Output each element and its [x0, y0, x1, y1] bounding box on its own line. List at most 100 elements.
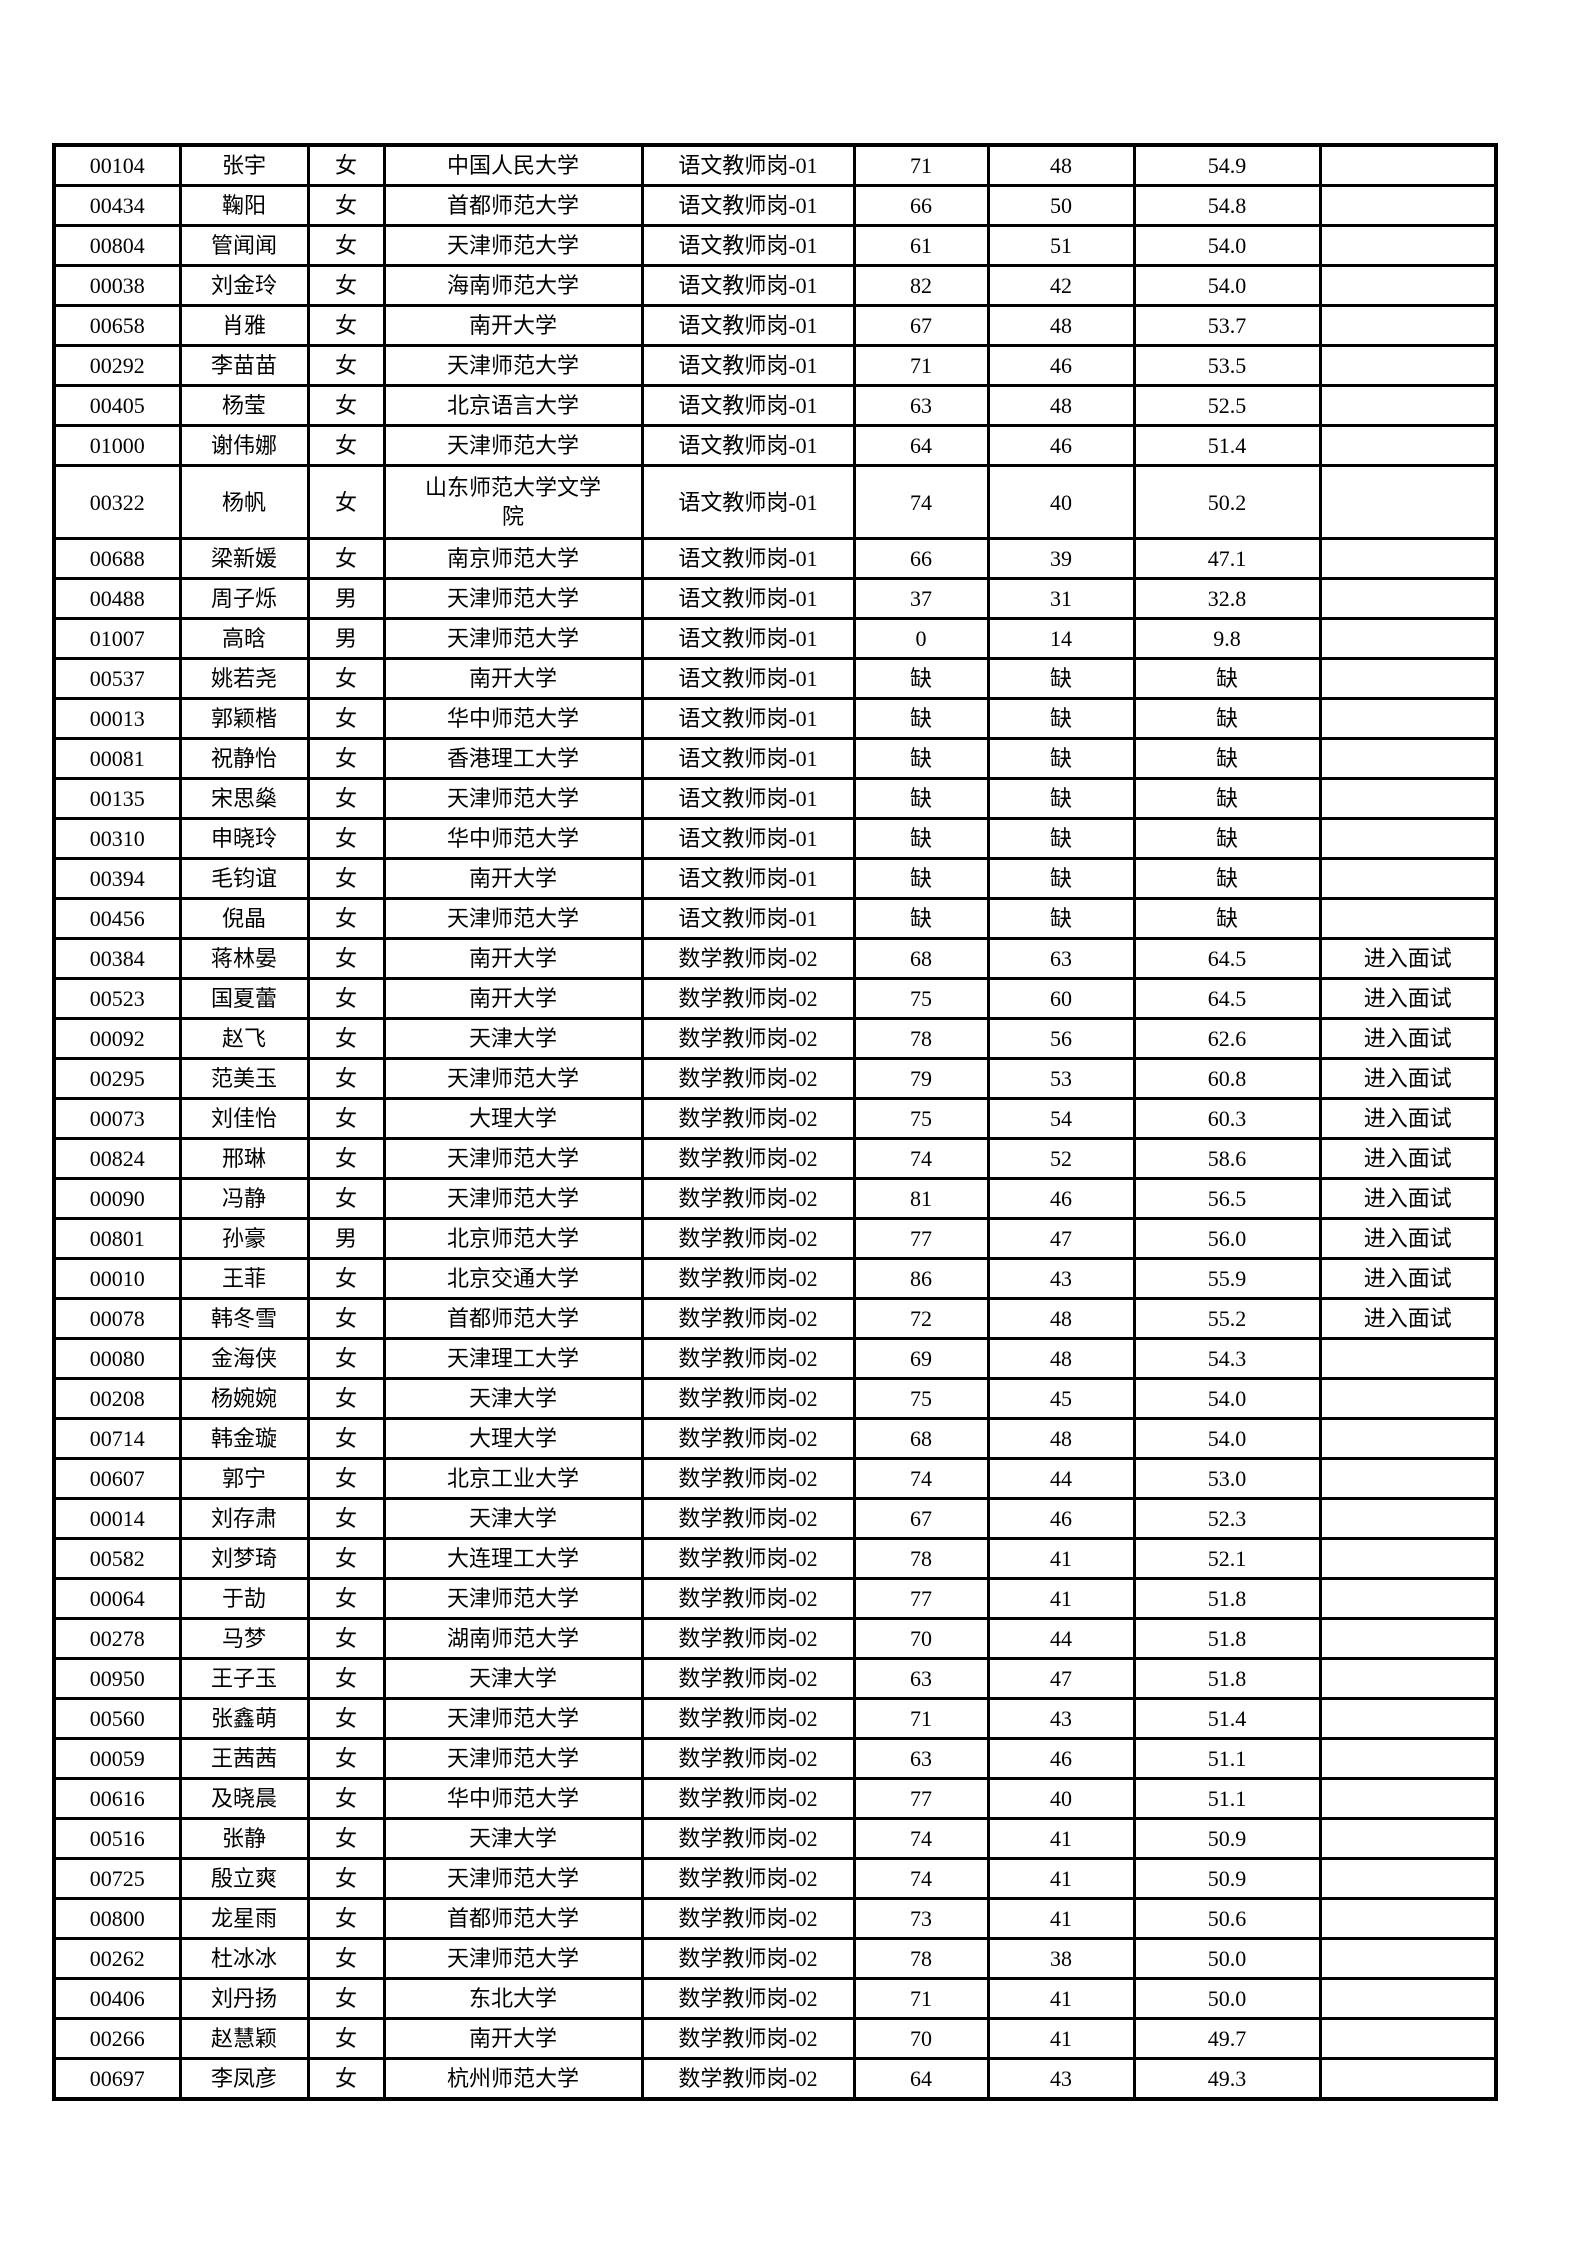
- cell-name: 韩金璇: [178, 1417, 310, 1460]
- cell-score1: 75: [852, 1377, 990, 1420]
- table-row: 00104 张宇女中国人民大学 语文教师岗-01 71 48 54.9: [52, 143, 1498, 187]
- cell-school: 中国人民大学: [382, 143, 644, 187]
- cell-school: 天津大学: [382, 1817, 644, 1860]
- cell-school: 东北大学: [382, 1977, 644, 2020]
- cell-total: 50.9: [1132, 1857, 1322, 1900]
- cell-total: 32.8: [1132, 577, 1322, 620]
- cell-score1: 63: [852, 1737, 990, 1780]
- table-row: 00616 及晓晨女华中师范大学 数学教师岗-02 77 40 51.1: [52, 1777, 1498, 1820]
- cell-post: 语文教师岗-01: [640, 344, 856, 387]
- cell-post: 数学教师岗-02: [640, 1857, 856, 1900]
- cell-name: 韩冬雪: [178, 1297, 310, 1340]
- table-row: 00262 杜冰冰女天津师范大学 数学教师岗-02 78 38 50.0: [52, 1937, 1498, 1980]
- table-row: 00950 王子玉女天津大学 数学教师岗-02 63 47 51.8: [52, 1657, 1498, 1700]
- cell-score2: 42: [986, 264, 1136, 307]
- cell-school: 天津师范大学: [382, 1577, 644, 1620]
- cell-name: 梁新媛: [178, 537, 310, 580]
- cell-school: 南京师范大学: [382, 537, 644, 580]
- table-row: 00014 刘存肃女天津大学 数学教师岗-02 67 46 52.3: [52, 1497, 1498, 1540]
- cell-post: 数学教师岗-02: [640, 1137, 856, 1180]
- cell-school: 天津师范大学: [382, 897, 644, 940]
- table-row: 00537 姚若尧女南开大学 语文教师岗-01 缺缺缺: [52, 657, 1498, 700]
- cell-candidate-id: 00824: [52, 1137, 182, 1180]
- cell-total: 51.4: [1132, 424, 1322, 467]
- cell-post: 语文教师岗-01: [640, 657, 856, 700]
- cell-score1: 缺: [852, 817, 990, 860]
- cell-candidate-id: 00266: [52, 2017, 182, 2060]
- cell-post: 数学教师岗-02: [640, 1777, 856, 1820]
- cell-candidate-id: 00405: [52, 384, 182, 427]
- cell-name: 李苗苗: [178, 344, 310, 387]
- table-row: 00092 赵飞女天津大学 数学教师岗-02 78 56 62.6 进入面试: [52, 1017, 1498, 1060]
- cell-name: 邢琳: [178, 1137, 310, 1180]
- cell-school: 华中师范大学: [382, 1777, 644, 1820]
- cell-gender: 女: [306, 1417, 386, 1460]
- cell-school: 天津师范大学: [382, 1057, 644, 1100]
- cell-candidate-id: 00208: [52, 1377, 182, 1420]
- cell-score1: 缺: [852, 777, 990, 820]
- cell-school: 大连理工大学: [382, 1537, 644, 1580]
- cell-score2: 41: [986, 1857, 1136, 1900]
- cell-score2: 41: [986, 2017, 1136, 2060]
- cell-score1: 78: [852, 1937, 990, 1980]
- cell-gender: 女: [306, 1657, 386, 1700]
- cell-score2: 46: [986, 344, 1136, 387]
- cell-candidate-id: 00804: [52, 224, 182, 267]
- cell-post: 数学教师岗-02: [640, 1017, 856, 1060]
- cell-name: 杨莹: [178, 384, 310, 427]
- cell-gender: 女: [306, 537, 386, 580]
- table-row: 00073 刘佳怡女大理大学 数学教师岗-02 75 54 60.3 进入面试: [52, 1097, 1498, 1140]
- cell-score2: 43: [986, 1697, 1136, 1740]
- cell-remark: [1318, 1817, 1498, 1860]
- cell-school: 天津师范大学: [382, 1737, 644, 1780]
- cell-score2: 41: [986, 1537, 1136, 1580]
- cell-remark: [1318, 897, 1498, 940]
- cell-remark: [1318, 1457, 1498, 1500]
- cell-candidate-id: 01000: [52, 424, 182, 467]
- cell-score1: 71: [852, 1697, 990, 1740]
- cell-total: 47.1: [1132, 537, 1322, 580]
- cell-score1: 缺: [852, 737, 990, 780]
- cell-score2: 46: [986, 1737, 1136, 1780]
- cell-score2: 31: [986, 577, 1136, 620]
- cell-gender: 男: [306, 617, 386, 660]
- cell-total: 53.7: [1132, 304, 1322, 347]
- cell-score2: 52: [986, 1137, 1136, 1180]
- cell-score2: 缺: [986, 817, 1136, 860]
- cell-score2: 50: [986, 184, 1136, 227]
- cell-score2: 44: [986, 1457, 1136, 1500]
- cell-score2: 44: [986, 1617, 1136, 1660]
- cell-post: 语文教师岗-01: [640, 184, 856, 227]
- cell-score2: 缺: [986, 777, 1136, 820]
- cell-score1: 缺: [852, 857, 990, 900]
- cell-score1: 75: [852, 1097, 990, 1140]
- cell-name: 龙星雨: [178, 1897, 310, 1940]
- cell-remark: [1318, 1977, 1498, 2020]
- cell-score1: 73: [852, 1897, 990, 1940]
- cell-candidate-id: 00658: [52, 304, 182, 347]
- table-row: 00714 韩金璇女大理大学 数学教师岗-02 68 48 54.0: [52, 1417, 1498, 1460]
- cell-score2: 46: [986, 1497, 1136, 1540]
- cell-gender: 女: [306, 697, 386, 740]
- cell-gender: 女: [306, 1097, 386, 1140]
- cell-total: 50.0: [1132, 1977, 1322, 2020]
- cell-school: 北京工业大学: [382, 1457, 644, 1500]
- cell-candidate-id: 00278: [52, 1617, 182, 1660]
- cell-remark: [1318, 697, 1498, 740]
- cell-remark: [1318, 224, 1498, 267]
- table-row: 00013 郭颖楷女华中师范大学 语文教师岗-01 缺缺缺: [52, 697, 1498, 740]
- cell-name: 冯静: [178, 1177, 310, 1220]
- cell-post: 数学教师岗-02: [640, 2017, 856, 2060]
- table-row: 01007 高晗男天津师范大学 语文教师岗-01 0 14 9.8: [52, 617, 1498, 660]
- cell-gender: 女: [306, 1017, 386, 1060]
- cell-school: 南开大学: [382, 304, 644, 347]
- cell-gender: 女: [306, 1297, 386, 1340]
- cell-gender: 女: [306, 1457, 386, 1500]
- cell-gender: 女: [306, 2057, 386, 2101]
- cell-score2: 40: [986, 464, 1136, 540]
- cell-candidate-id: 00322: [52, 464, 182, 540]
- cell-score1: 64: [852, 2057, 990, 2101]
- cell-remark: [1318, 657, 1498, 700]
- table-row: 00090 冯静女天津师范大学 数学教师岗-02 81 46 56.5 进入面试: [52, 1177, 1498, 1220]
- cell-gender: 女: [306, 1577, 386, 1620]
